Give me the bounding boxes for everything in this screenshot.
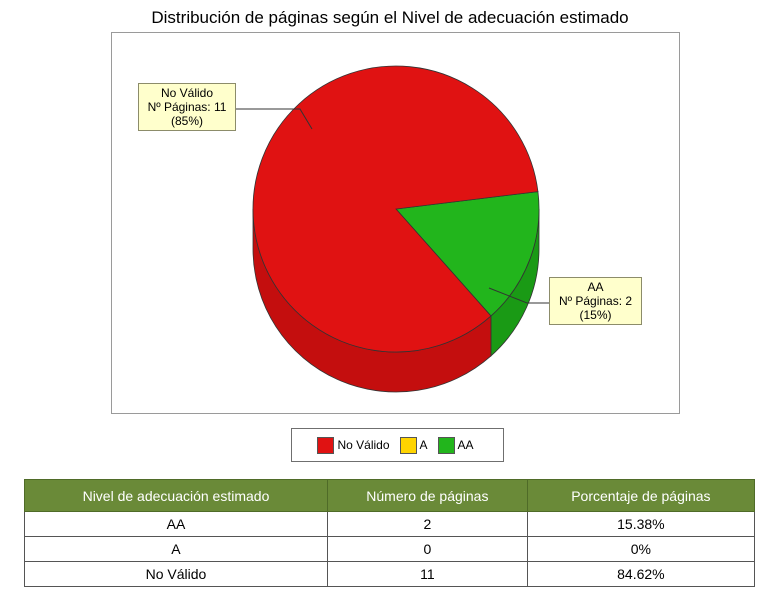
legend-swatch-aa — [437, 436, 455, 454]
callout-no-valido-label: No Válido — [160, 86, 214, 100]
pie-slice-no-valido — [252, 65, 539, 353]
table-cell-porcentaje: 84.62% — [526, 561, 756, 587]
legend-swatch-a — [399, 436, 417, 454]
pie-chart — [236, 65, 549, 393]
table-row: A 0 0% — [24, 536, 756, 562]
table-cell-nivel: AA — [24, 511, 328, 537]
table-header-row: Nivel de adecuación estimado Número de p… — [24, 479, 756, 512]
table-cell-porcentaje: 15.38% — [526, 511, 756, 537]
table-cell-nivel: A — [24, 536, 328, 562]
pie-slice-aa — [395, 191, 540, 317]
legend-label-no-valido: No Válido — [337, 438, 390, 452]
chart-legend: No Válido A AA — [291, 428, 504, 462]
callout-aa-label: AA — [587, 280, 604, 294]
data-table: Nivel de adecuación estimado Número de p… — [24, 479, 756, 587]
table-cell-numero: 2 — [326, 511, 528, 537]
table-row: AA 2 15.38% — [24, 511, 756, 537]
table-row: No Válido 11 84.62% — [24, 561, 756, 587]
callout-aa: AA Nº Páginas: 2 (15%) — [549, 277, 642, 325]
legend-swatch-no-valido — [317, 436, 335, 454]
table-cell-porcentaje: 0% — [526, 536, 756, 562]
legend-item-aa: AA — [437, 436, 474, 454]
callout-no-valido-percent: (85%) — [170, 114, 203, 128]
callout-no-valido-count: Nº Páginas: 11 — [147, 100, 227, 114]
table-cell-numero: 11 — [326, 561, 528, 587]
legend-label-a: A — [419, 438, 428, 452]
chart-title: Distribución de páginas según el Nivel d… — [151, 8, 629, 27]
legend-item-a: A — [399, 436, 428, 454]
table-header-numero: Número de páginas — [326, 479, 528, 512]
callout-no-valido: No Válido Nº Páginas: 11 (85%) — [138, 83, 236, 131]
table-header-nivel: Nivel de adecuación estimado — [24, 479, 328, 512]
callout-aa-percent: (15%) — [579, 308, 612, 322]
callout-aa-count: Nº Páginas: 2 — [558, 294, 633, 308]
callout-leader-aa — [488, 287, 549, 304]
callout-leader-no-valido — [236, 108, 313, 130]
chart-plot-area: No Válido Nº Páginas: 11 (85%) AA Nº Pág… — [111, 32, 680, 414]
table-cell-numero: 0 — [326, 536, 528, 562]
legend-item-no-valido: No Válido — [317, 436, 390, 454]
table-cell-nivel: No Válido — [24, 561, 328, 587]
table-header-porcentaje: Porcentaje de páginas — [526, 479, 756, 512]
legend-label-aa: AA — [457, 438, 474, 452]
